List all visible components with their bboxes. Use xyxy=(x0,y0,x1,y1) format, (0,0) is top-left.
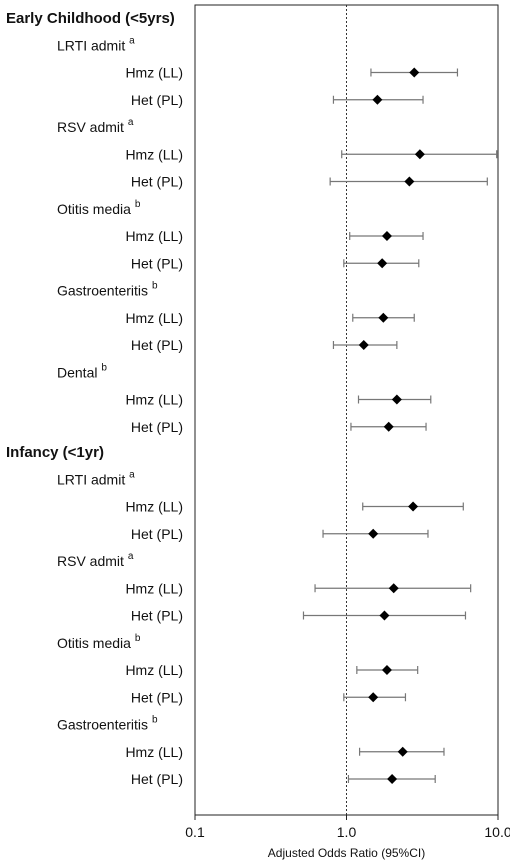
group-label: RSV admit a xyxy=(57,117,134,135)
row-label: Hmz (LL) xyxy=(125,499,183,515)
group-label: LRTI admit a xyxy=(57,469,135,487)
row-label: Hmz (LL) xyxy=(125,146,183,162)
row-label: Hmz (LL) xyxy=(125,310,183,326)
group-label: Otitis media b xyxy=(57,633,141,651)
odds-ratio-marker xyxy=(368,528,379,539)
group-label: Dental b xyxy=(57,362,107,380)
odds-ratio-marker xyxy=(368,692,379,703)
row-label: Hmz (LL) xyxy=(125,392,183,408)
row-label: Hmz (LL) xyxy=(125,228,183,244)
group-label: LRTI admit a xyxy=(57,35,135,53)
group-label: Gastroenteritis b xyxy=(57,281,158,299)
row-label: Het (PL) xyxy=(131,526,183,542)
row-label: Het (PL) xyxy=(131,419,183,435)
odds-ratio-marker xyxy=(409,67,420,78)
odds-ratio-marker xyxy=(388,583,399,594)
odds-ratio-marker xyxy=(383,421,394,432)
odds-ratio-marker xyxy=(381,665,392,675)
x-axis-label: Adjusted Odds Ratio (95%CI) xyxy=(268,846,425,860)
odds-ratio-marker xyxy=(381,231,392,241)
group-label: RSV admit a xyxy=(57,551,134,569)
x-tick-label: 1.0 xyxy=(337,824,357,840)
odds-ratio-marker xyxy=(404,176,415,187)
row-label: Het (PL) xyxy=(131,608,183,624)
odds-ratio-marker xyxy=(372,94,383,105)
row-label: Het (PL) xyxy=(131,689,183,705)
row-label: Hmz (LL) xyxy=(125,65,183,81)
odds-ratio-marker xyxy=(397,746,408,757)
row-label: Het (PL) xyxy=(131,771,183,787)
odds-ratio-marker xyxy=(387,774,398,784)
odds-ratio-marker xyxy=(379,610,390,621)
row-label: Het (PL) xyxy=(131,337,183,353)
odds-ratio-marker xyxy=(391,394,402,405)
section-title: Early Childhood (<5yrs) xyxy=(6,10,175,27)
row-label: Het (PL) xyxy=(131,255,183,271)
odds-ratio-marker xyxy=(378,312,389,323)
section-title: Infancy (<1yr) xyxy=(6,444,104,461)
row-label: Hmz (LL) xyxy=(125,580,183,596)
row-label: Het (PL) xyxy=(131,92,183,108)
x-tick-label: 10.0 xyxy=(484,824,510,840)
group-label: Gastroenteritis b xyxy=(57,715,158,733)
row-label: Hmz (LL) xyxy=(125,662,183,678)
row-label: Het (PL) xyxy=(131,174,183,190)
odds-ratio-marker xyxy=(414,149,425,160)
group-label: Otitis media b xyxy=(57,199,141,217)
odds-ratio-marker xyxy=(408,501,419,512)
odds-ratio-marker xyxy=(377,258,388,269)
odds-ratio-marker xyxy=(358,340,369,350)
row-label: Hmz (LL) xyxy=(125,744,183,760)
x-tick-label: 0.1 xyxy=(185,824,205,840)
